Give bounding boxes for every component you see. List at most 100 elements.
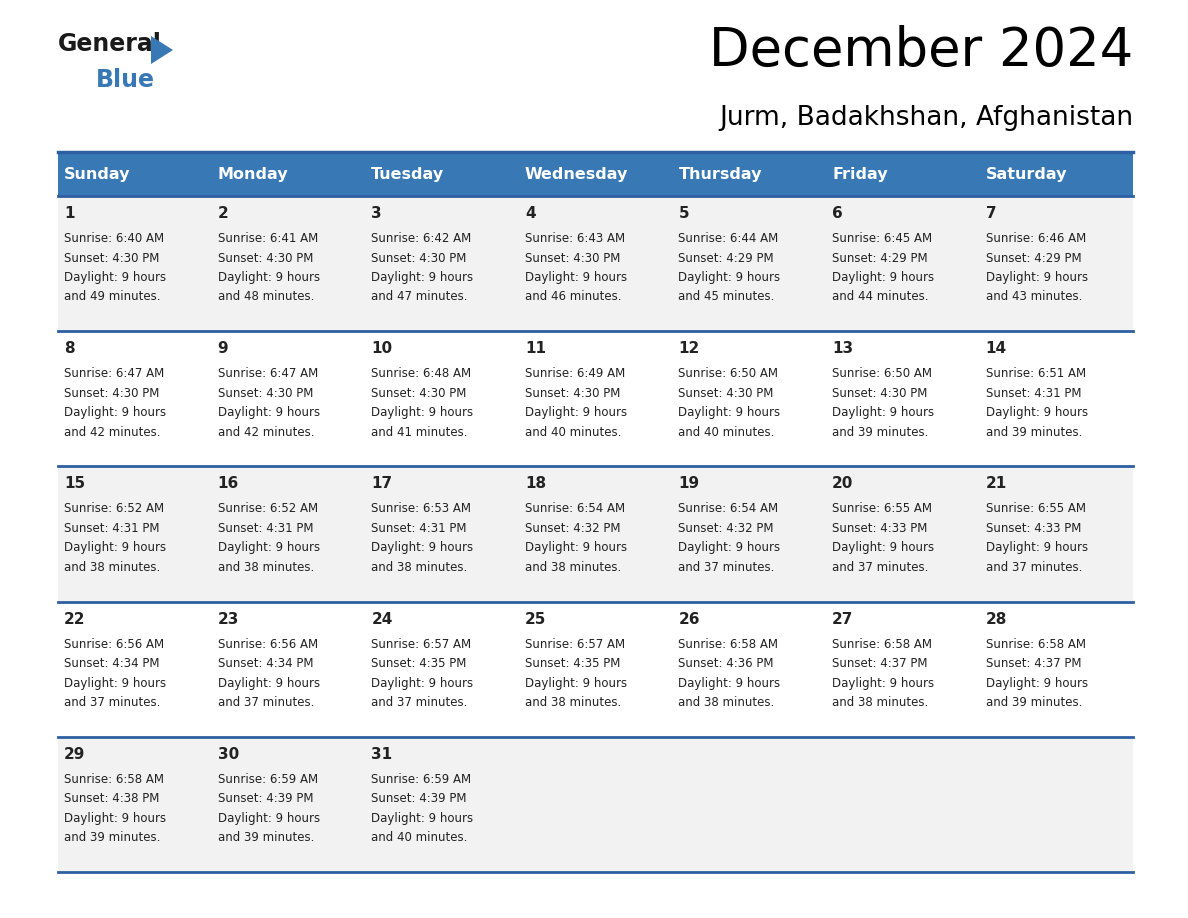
Text: Sunrise: 6:58 AM: Sunrise: 6:58 AM: [64, 773, 164, 786]
Text: Sunrise: 6:44 AM: Sunrise: 6:44 AM: [678, 232, 778, 245]
Text: Daylight: 9 hours: Daylight: 9 hours: [372, 542, 473, 554]
Text: Daylight: 9 hours: Daylight: 9 hours: [678, 406, 781, 420]
Text: Sunset: 4:30 PM: Sunset: 4:30 PM: [832, 386, 928, 399]
Text: Daylight: 9 hours: Daylight: 9 hours: [678, 542, 781, 554]
Text: 12: 12: [678, 341, 700, 356]
Bar: [826, 152, 979, 196]
Text: Sunset: 4:35 PM: Sunset: 4:35 PM: [372, 657, 467, 670]
Text: and 37 minutes.: and 37 minutes.: [217, 696, 314, 709]
Text: Sunrise: 6:58 AM: Sunrise: 6:58 AM: [832, 638, 933, 651]
Text: 17: 17: [372, 476, 392, 491]
Text: 27: 27: [832, 611, 853, 627]
Text: 6: 6: [832, 206, 842, 221]
Text: Jurm, Badakhshan, Afghanistan: Jurm, Badakhshan, Afghanistan: [719, 105, 1133, 131]
Text: and 42 minutes.: and 42 minutes.: [217, 426, 314, 439]
Text: Daylight: 9 hours: Daylight: 9 hours: [832, 406, 934, 420]
Text: Sunset: 4:35 PM: Sunset: 4:35 PM: [525, 657, 620, 670]
Text: Sunset: 4:31 PM: Sunset: 4:31 PM: [64, 522, 159, 535]
Text: 2: 2: [217, 206, 228, 221]
Text: and 39 minutes.: and 39 minutes.: [217, 832, 314, 845]
Text: Sunrise: 6:55 AM: Sunrise: 6:55 AM: [832, 502, 933, 515]
Text: and 38 minutes.: and 38 minutes.: [832, 696, 928, 709]
Text: Sunset: 4:31 PM: Sunset: 4:31 PM: [986, 386, 1081, 399]
Text: 14: 14: [986, 341, 1006, 356]
Text: Sunrise: 6:42 AM: Sunrise: 6:42 AM: [372, 232, 472, 245]
Text: Daylight: 9 hours: Daylight: 9 hours: [832, 271, 934, 284]
Text: Sunset: 4:36 PM: Sunset: 4:36 PM: [678, 657, 773, 670]
Text: and 37 minutes.: and 37 minutes.: [372, 696, 468, 709]
Text: Sunset: 4:30 PM: Sunset: 4:30 PM: [64, 252, 159, 264]
Text: Daylight: 9 hours: Daylight: 9 hours: [986, 677, 1088, 689]
Text: Sunrise: 6:53 AM: Sunrise: 6:53 AM: [372, 502, 472, 515]
Text: 15: 15: [64, 476, 86, 491]
Text: Friday: Friday: [832, 166, 887, 182]
Text: and 38 minutes.: and 38 minutes.: [525, 696, 621, 709]
Text: Daylight: 9 hours: Daylight: 9 hours: [64, 812, 166, 824]
Bar: [58, 466, 1133, 601]
Text: Monday: Monday: [217, 166, 289, 182]
Text: and 39 minutes.: and 39 minutes.: [986, 696, 1082, 709]
Bar: [979, 152, 1133, 196]
Text: Sunrise: 6:58 AM: Sunrise: 6:58 AM: [986, 638, 1086, 651]
Text: Sunset: 4:39 PM: Sunset: 4:39 PM: [372, 792, 467, 805]
Text: Sunset: 4:30 PM: Sunset: 4:30 PM: [217, 252, 314, 264]
Bar: [211, 152, 365, 196]
Text: and 39 minutes.: and 39 minutes.: [832, 426, 928, 439]
Bar: [519, 152, 672, 196]
Text: and 40 minutes.: and 40 minutes.: [525, 426, 621, 439]
Text: Sunset: 4:33 PM: Sunset: 4:33 PM: [832, 522, 928, 535]
Bar: [58, 152, 211, 196]
Text: and 46 minutes.: and 46 minutes.: [525, 290, 621, 304]
Text: Sunrise: 6:57 AM: Sunrise: 6:57 AM: [372, 638, 472, 651]
Text: and 37 minutes.: and 37 minutes.: [986, 561, 1082, 574]
Text: 4: 4: [525, 206, 536, 221]
Text: Sunset: 4:30 PM: Sunset: 4:30 PM: [217, 386, 314, 399]
Text: Sunrise: 6:55 AM: Sunrise: 6:55 AM: [986, 502, 1086, 515]
Text: Sunrise: 6:49 AM: Sunrise: 6:49 AM: [525, 367, 625, 380]
Text: Sunrise: 6:50 AM: Sunrise: 6:50 AM: [678, 367, 778, 380]
Text: and 38 minutes.: and 38 minutes.: [678, 696, 775, 709]
Text: 22: 22: [64, 611, 86, 627]
Text: and 43 minutes.: and 43 minutes.: [986, 290, 1082, 304]
Text: Sunrise: 6:41 AM: Sunrise: 6:41 AM: [217, 232, 318, 245]
Text: Sunset: 4:37 PM: Sunset: 4:37 PM: [832, 657, 928, 670]
Text: 20: 20: [832, 476, 853, 491]
Text: and 41 minutes.: and 41 minutes.: [372, 426, 468, 439]
Text: 18: 18: [525, 476, 546, 491]
Text: Daylight: 9 hours: Daylight: 9 hours: [525, 542, 627, 554]
Text: Daylight: 9 hours: Daylight: 9 hours: [217, 812, 320, 824]
Text: Sunset: 4:31 PM: Sunset: 4:31 PM: [217, 522, 314, 535]
Text: 13: 13: [832, 341, 853, 356]
Text: Sunrise: 6:57 AM: Sunrise: 6:57 AM: [525, 638, 625, 651]
Text: Sunset: 4:30 PM: Sunset: 4:30 PM: [64, 386, 159, 399]
Text: Daylight: 9 hours: Daylight: 9 hours: [64, 542, 166, 554]
Text: Sunset: 4:34 PM: Sunset: 4:34 PM: [217, 657, 314, 670]
Text: 30: 30: [217, 747, 239, 762]
Text: 28: 28: [986, 611, 1007, 627]
Text: Daylight: 9 hours: Daylight: 9 hours: [372, 406, 473, 420]
Text: Daylight: 9 hours: Daylight: 9 hours: [372, 812, 473, 824]
Text: Sunrise: 6:48 AM: Sunrise: 6:48 AM: [372, 367, 472, 380]
Text: 23: 23: [217, 611, 239, 627]
Text: Sunrise: 6:40 AM: Sunrise: 6:40 AM: [64, 232, 164, 245]
Text: Sunrise: 6:58 AM: Sunrise: 6:58 AM: [678, 638, 778, 651]
Text: and 39 minutes.: and 39 minutes.: [64, 832, 160, 845]
Text: and 38 minutes.: and 38 minutes.: [217, 561, 314, 574]
Text: Sunrise: 6:46 AM: Sunrise: 6:46 AM: [986, 232, 1086, 245]
Text: and 38 minutes.: and 38 minutes.: [64, 561, 160, 574]
Text: Daylight: 9 hours: Daylight: 9 hours: [525, 677, 627, 689]
Bar: [58, 737, 1133, 872]
Text: Sunrise: 6:45 AM: Sunrise: 6:45 AM: [832, 232, 933, 245]
Bar: [58, 196, 1133, 331]
Text: 24: 24: [372, 611, 393, 627]
Text: Thursday: Thursday: [678, 166, 762, 182]
Text: 11: 11: [525, 341, 545, 356]
Text: Sunrise: 6:54 AM: Sunrise: 6:54 AM: [525, 502, 625, 515]
Bar: [672, 152, 826, 196]
Text: Daylight: 9 hours: Daylight: 9 hours: [64, 406, 166, 420]
Text: Tuesday: Tuesday: [372, 166, 444, 182]
Text: Sunday: Sunday: [64, 166, 131, 182]
Text: Daylight: 9 hours: Daylight: 9 hours: [217, 677, 320, 689]
Text: Sunrise: 6:47 AM: Sunrise: 6:47 AM: [217, 367, 318, 380]
Text: Daylight: 9 hours: Daylight: 9 hours: [525, 406, 627, 420]
